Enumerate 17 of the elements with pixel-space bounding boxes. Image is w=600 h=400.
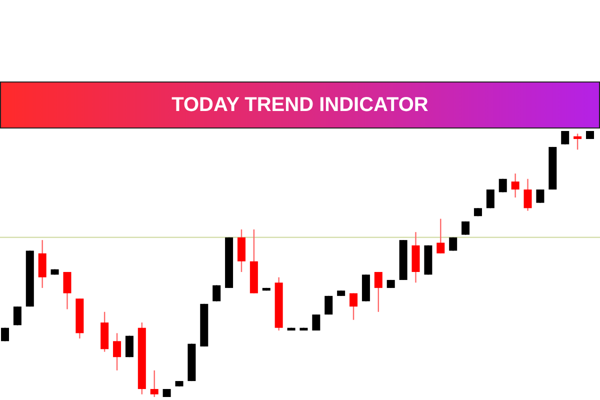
- candlestick: [312, 314, 320, 332]
- candlestick: [561, 130, 570, 145]
- candlestick: [536, 188, 544, 204]
- candlestick: [113, 332, 122, 371]
- candlestick: [150, 370, 158, 398]
- candlestick: [350, 292, 358, 320]
- candlestick: [237, 228, 246, 273]
- candlestick: [511, 172, 520, 198]
- chart-title: TODAY TREND INDICATOR: [172, 94, 429, 116]
- candlestick: [436, 218, 445, 254]
- candlestick: [38, 239, 46, 289]
- candlestick: [486, 188, 494, 209]
- candlestick: [63, 271, 72, 310]
- candlestick: [524, 178, 532, 212]
- candlestick: [574, 133, 582, 150]
- candlestick: [374, 271, 382, 312]
- candlestick: [13, 306, 22, 326]
